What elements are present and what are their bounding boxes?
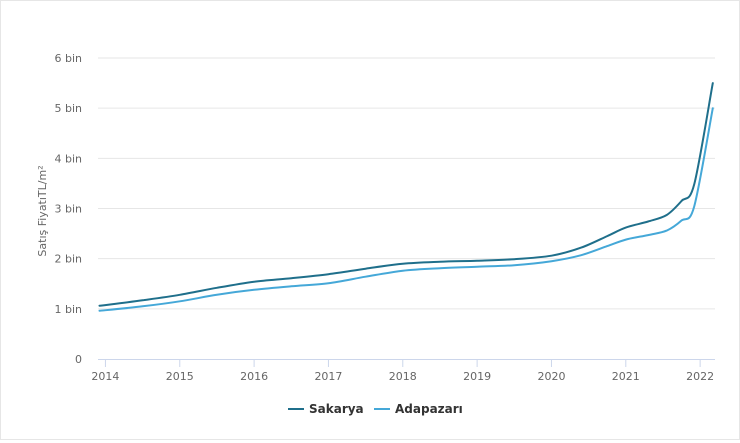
x-tick-label: 2015 (166, 370, 194, 383)
series-lines (98, 82, 714, 312)
x-tick-label: 2020 (537, 370, 565, 383)
x-tick-label: 2022 (686, 370, 714, 383)
x-tick-label: 2017 (314, 370, 342, 383)
y-tick-label: 5 bin (54, 102, 82, 115)
x-tick-label: 2014 (91, 370, 119, 383)
y-tick-label: 0 (75, 353, 82, 366)
x-tick-label: 2021 (612, 370, 640, 383)
y-axis-ticks: 0 1 bin 2 bin 3 bin 4 bin 5 bin 6 bin (54, 52, 82, 366)
legend-label[interactable]: Sakarya (309, 402, 364, 416)
series-line-adapazari[interactable] (98, 107, 714, 312)
y-tick-label: 6 bin (54, 52, 82, 65)
x-tick-label: 2019 (463, 370, 491, 383)
y-tick-label: 2 bin (54, 253, 82, 266)
series-line-sakarya[interactable] (98, 82, 714, 307)
legend: Sakarya Adapazarı (288, 402, 463, 416)
y-tick-label: 3 bin (54, 203, 82, 216)
grid-lines (98, 57, 715, 310)
y-tick-label: 4 bin (54, 152, 82, 165)
legend-label[interactable]: Adapazarı (395, 402, 463, 416)
y-axis-label: Satış FiyatıTL/m² (36, 165, 49, 256)
x-tick-label: 2016 (240, 370, 268, 383)
x-tick-label: 2018 (389, 370, 417, 383)
x-axis: 2014 2015 2016 2017 2018 2019 2020 2021 2022 (91, 359, 715, 383)
y-tick-label: 1 bin (54, 303, 82, 316)
